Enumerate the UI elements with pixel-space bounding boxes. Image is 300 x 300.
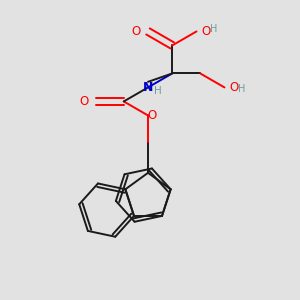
Text: O: O: [80, 95, 89, 108]
Text: H: H: [154, 86, 162, 96]
Text: O: O: [147, 109, 157, 122]
Text: O: O: [202, 25, 211, 38]
Text: H: H: [211, 24, 218, 34]
Text: O: O: [132, 25, 141, 38]
Text: H: H: [238, 84, 246, 94]
Text: N: N: [143, 81, 153, 94]
Text: O: O: [230, 81, 239, 94]
